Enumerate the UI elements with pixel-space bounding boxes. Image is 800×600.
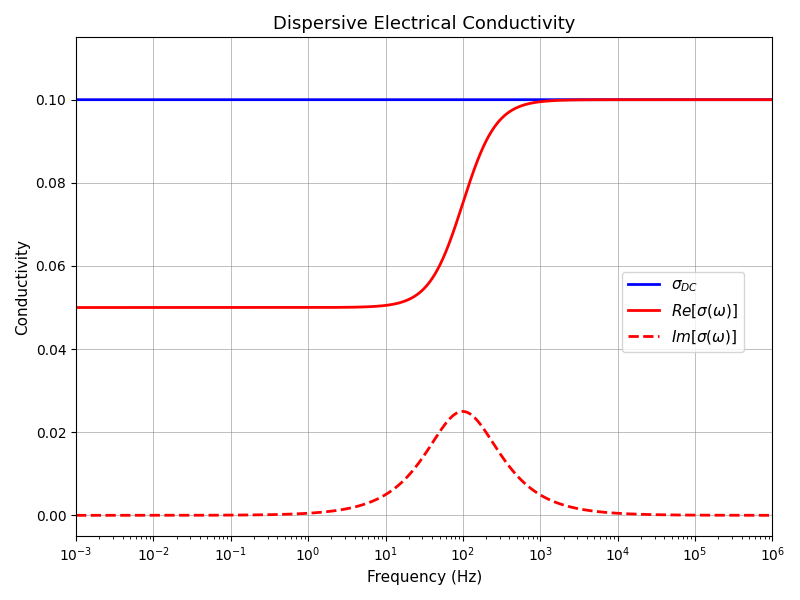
$\sigma_{DC}$	[150, 96, 160, 103]
$Im[\sigma(\omega)]$	[679, 511, 689, 518]
$Im[\sigma(\omega)]$	[192, 512, 202, 519]
$Re[\sigma(\omega)]$	[679, 96, 689, 103]
Title: Dispersive Electrical Conductivity: Dispersive Electrical Conductivity	[273, 15, 575, 33]
$Im[\sigma(\omega)]$	[767, 512, 777, 519]
$Re[\sigma(\omega)]$	[71, 304, 81, 311]
X-axis label: Frequency (Hz): Frequency (Hz)	[366, 570, 482, 585]
$\sigma_{DC}$	[338, 96, 348, 103]
$Re[\sigma(\omega)]$	[754, 96, 763, 103]
Legend: $\sigma_{DC}$, $Re[\sigma(\omega)]$, $Im[\sigma(\omega)]$: $\sigma_{DC}$, $Re[\sigma(\omega)]$, $Im…	[622, 272, 744, 352]
Y-axis label: Conductivity: Conductivity	[15, 239, 30, 335]
$Im[\sigma(\omega)]$	[150, 512, 160, 519]
Line: $Re[\sigma(\omega)]$: $Re[\sigma(\omega)]$	[76, 100, 772, 308]
$\sigma_{DC}$	[767, 96, 777, 103]
$Im[\sigma(\omega)]$	[458, 408, 467, 415]
$\sigma_{DC}$	[71, 96, 81, 103]
$Re[\sigma(\omega)]$	[192, 304, 202, 311]
$Im[\sigma(\omega)]$	[369, 497, 378, 505]
$Re[\sigma(\omega)]$	[338, 304, 348, 311]
$\sigma_{DC}$	[369, 96, 378, 103]
$\sigma_{DC}$	[679, 96, 689, 103]
$Im[\sigma(\omega)]$	[338, 506, 348, 513]
$Im[\sigma(\omega)]$	[71, 512, 81, 519]
$\sigma_{DC}$	[754, 96, 763, 103]
Line: $Im[\sigma(\omega)]$: $Im[\sigma(\omega)]$	[76, 412, 772, 515]
$\sigma_{DC}$	[192, 96, 202, 103]
$Re[\sigma(\omega)]$	[767, 96, 777, 103]
$Re[\sigma(\omega)]$	[369, 303, 378, 310]
$Im[\sigma(\omega)]$	[754, 512, 764, 519]
$Re[\sigma(\omega)]$	[150, 304, 160, 311]
